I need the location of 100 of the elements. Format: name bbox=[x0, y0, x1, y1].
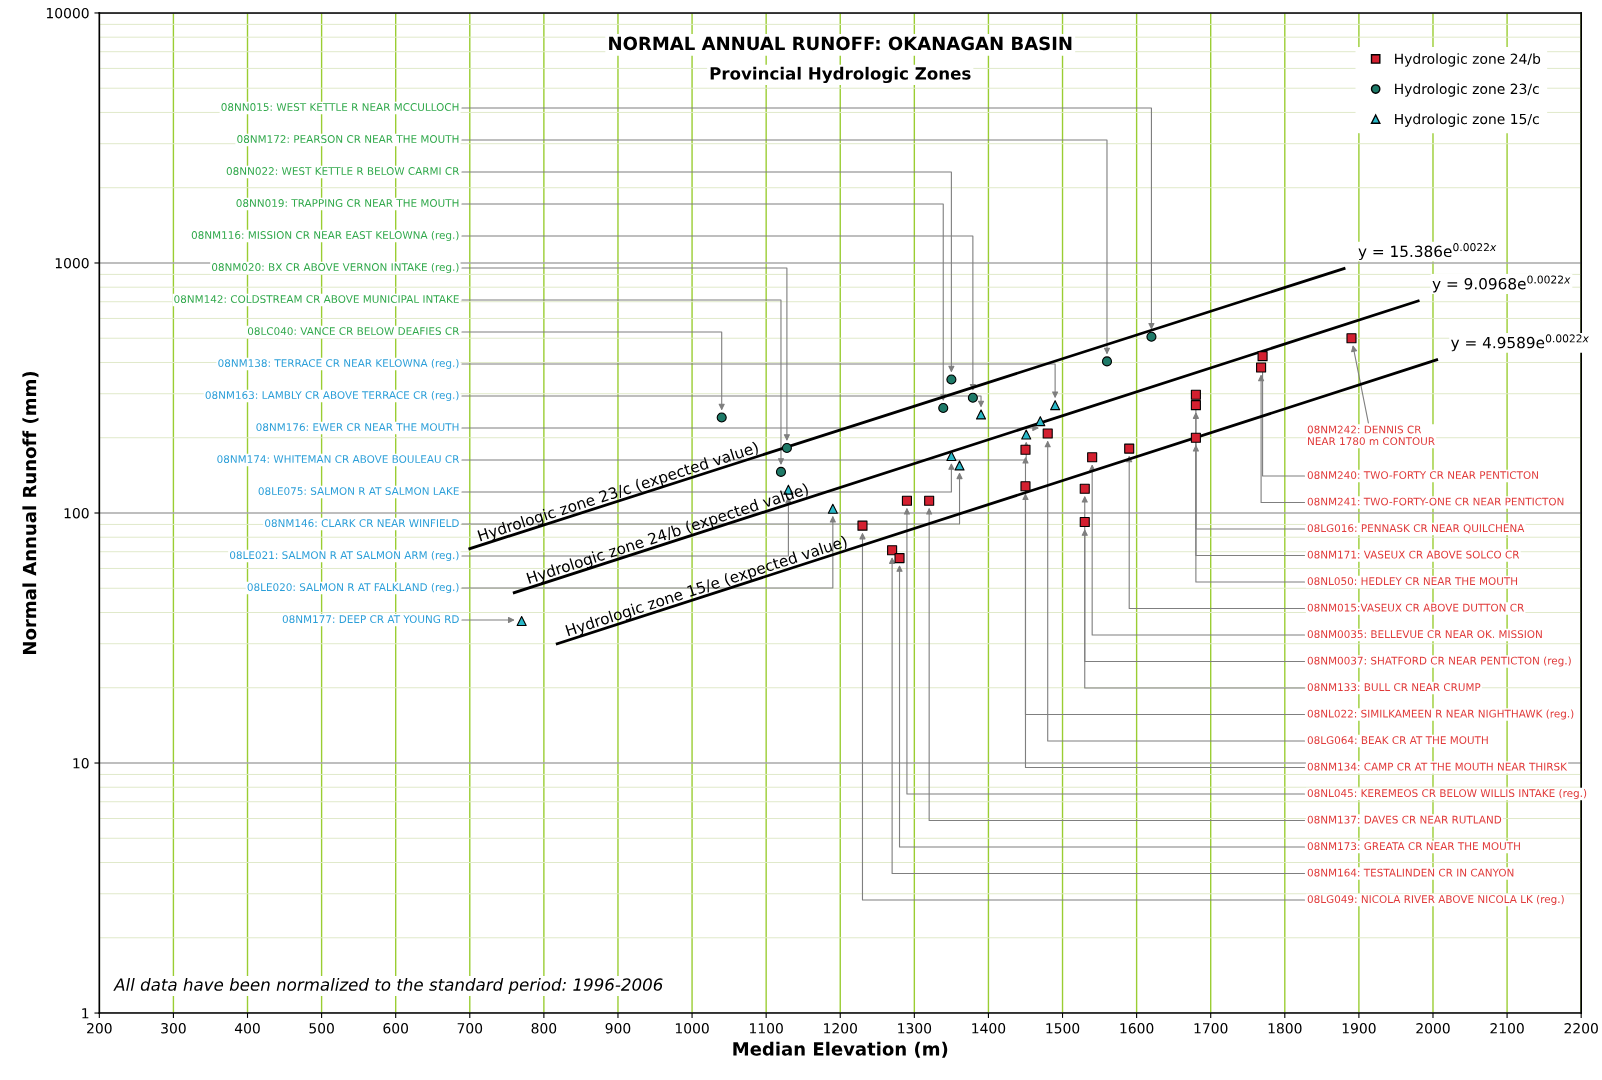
point bbox=[775, 466, 787, 477]
annotation: 08NM020: BX CR ABOVE VERNON INTAKE (reg.) bbox=[212, 262, 459, 274]
annotation: 08NM163: LAMBLY CR ABOVE TERRACE CR (reg.) bbox=[205, 390, 459, 402]
annotation: 08NM137: DAVES CR NEAR RUTLAND bbox=[1307, 815, 1502, 824]
annotation: 08LG049: NICOLA RIVER ABOVE NICOLA LK (reg.) bbox=[1307, 895, 1564, 906]
annotation: 08NN015: WEST KETTLE R NEAR MCCULLOCH bbox=[221, 103, 459, 111]
annotation: 08NM176: EWER CR NEAR THE MOUTH bbox=[256, 423, 459, 432]
annotation: 08NL045: KEREMEOS CR BELOW WILLIS INTAKE (reg.) bbox=[1307, 788, 1587, 800]
x-tick-label: 1100 bbox=[750, 1023, 783, 1034]
text: Provincial Hydrologic Zones bbox=[710, 66, 971, 84]
point bbox=[1146, 331, 1157, 342]
annotation: 08LE075: SALMON R AT SALMON LAKE bbox=[258, 487, 459, 496]
x-tick-label: 2200 bbox=[1564, 1023, 1598, 1034]
x-tick-label: 1200 bbox=[824, 1023, 857, 1034]
annotation: 08NM116: MISSION CR NEAR EAST KELOWNA (reg.) bbox=[191, 230, 459, 242]
legend-label: Hydrologic zone 23/c bbox=[1395, 83, 1539, 97]
point bbox=[1042, 428, 1053, 439]
annotation: 08NN019: TRAPPING CR NEAR THE MOUTH bbox=[236, 199, 459, 207]
y-axis-title: Normal Annual Runoff (mm) bbox=[22, 371, 39, 654]
annotation: 08LE021: SALMON R AT SALMON ARM (reg.) bbox=[229, 550, 459, 562]
x-axis-title: Median Elevation (m) bbox=[733, 1041, 948, 1058]
x-tick-label: 800 bbox=[531, 1023, 557, 1034]
annotation: y = 15.386e$^{0.0022x}$ bbox=[1358, 243, 1497, 261]
annotation: 08NM173: GREATA CR NEAR THE MOUTH bbox=[1307, 842, 1520, 851]
legend-label: Hydrologic zone 15/c bbox=[1395, 113, 1539, 127]
y-tick-label: 10000 bbox=[46, 7, 89, 19]
y-tick-label: 1000 bbox=[55, 257, 89, 269]
annotation: 08NM142: COLDSTREAM CR ABOVE MUNICIPAL INTAKE bbox=[174, 295, 459, 304]
annotation: 08NM133: BULL CR NEAR CRUMP bbox=[1307, 683, 1481, 692]
x-tick-label: 400 bbox=[234, 1023, 260, 1034]
x-tick-label: 1900 bbox=[1342, 1023, 1376, 1034]
annotation: 08NM134: CAMP CR AT THE MOUTH NEAR THIRSK bbox=[1307, 762, 1568, 771]
point bbox=[1050, 400, 1061, 411]
annotation: 08NM0037: SHATFORD CR NEAR PENTICTON (reg.) bbox=[1307, 656, 1571, 667]
annotation: All data have been normalized to the standard period: 1996-2006 bbox=[113, 977, 663, 995]
y-tick-label: 10 bbox=[73, 757, 89, 769]
point bbox=[716, 412, 727, 423]
point bbox=[1101, 356, 1113, 367]
x-tick-label: 1700 bbox=[1194, 1023, 1228, 1034]
annotation: 08NN022: WEST KETTLE R BELOW CARMI CR bbox=[226, 167, 460, 175]
x-tick-label: 2100 bbox=[1490, 1023, 1524, 1034]
point bbox=[781, 442, 792, 454]
point bbox=[967, 392, 978, 403]
x-tick-label: 300 bbox=[161, 1023, 186, 1034]
point bbox=[1190, 389, 1201, 400]
point bbox=[946, 374, 957, 385]
x-tick-label: 200 bbox=[87, 1023, 112, 1034]
x-tick-label: 1800 bbox=[1268, 1023, 1302, 1034]
point bbox=[1035, 416, 1046, 427]
annotation: 08NL022: SIMILKAMEEN R NEAR NIGHTHAWK (reg.) bbox=[1307, 709, 1574, 720]
point bbox=[887, 545, 898, 556]
point bbox=[1346, 333, 1357, 344]
annotation: 08NM171: VASEUX CR ABOVE SOLCO CR bbox=[1307, 550, 1520, 559]
x-tick-label: 1300 bbox=[898, 1023, 932, 1034]
x-tick-label: 1000 bbox=[675, 1023, 709, 1034]
point bbox=[1079, 483, 1090, 494]
point bbox=[1020, 481, 1031, 492]
annotation: 08NM241: TWO-FORTY-ONE CR NEAR PENTICTON bbox=[1307, 497, 1564, 506]
point bbox=[827, 503, 838, 514]
annotation: 08NM240: TWO-FORTY CR NEAR PENTICTON bbox=[1307, 471, 1538, 480]
point bbox=[924, 495, 935, 506]
x-tick-label: 1500 bbox=[1046, 1023, 1080, 1034]
annotation: 08LG016: PENNASK CR NEAR QUILCHENA bbox=[1307, 524, 1525, 534]
annotation: 08NM138: TERRACE CR NEAR KELOWNA (reg.) bbox=[218, 358, 459, 370]
x-tick-label: 700 bbox=[457, 1023, 483, 1034]
point bbox=[901, 495, 912, 506]
text: NORMAL ANNUAL RUNOFF: OKANAGAN BASIN bbox=[609, 36, 1072, 51]
point bbox=[1124, 443, 1135, 454]
annotation: y = 4.9589e$^{0.0022x}$ bbox=[1451, 334, 1589, 352]
x-tick-label: 900 bbox=[605, 1023, 631, 1034]
x-tick-label: 500 bbox=[309, 1023, 334, 1034]
point bbox=[1020, 444, 1031, 455]
point bbox=[938, 402, 949, 414]
annotation: y = 9.0968e$^{0.0022x}$ bbox=[1432, 275, 1571, 293]
annotation: 08NM177: DEEP CR AT YOUNG RD bbox=[282, 615, 459, 624]
point bbox=[857, 520, 868, 531]
annotation: 08NM242: DENNIS CR NEAR 1780 m CONTOUR bbox=[1307, 425, 1435, 446]
point bbox=[1087, 452, 1098, 463]
x-tick-label: 2000 bbox=[1416, 1023, 1450, 1034]
point bbox=[894, 553, 905, 564]
annotation: 08LG064: BEAK CR AT THE MOUTH bbox=[1307, 736, 1488, 745]
annotation: 08NM172: PEARSON CR NEAR THE MOUTH bbox=[237, 135, 459, 143]
x-tick-label: 1600 bbox=[1120, 1023, 1154, 1034]
annotation: 08LE020: SALMON R AT FALKLAND (reg.) bbox=[247, 582, 459, 594]
annotation: 08NL050: HEDLEY CR NEAR THE MOUTH bbox=[1307, 577, 1518, 586]
point bbox=[1079, 516, 1090, 528]
x-tick-label: 1400 bbox=[972, 1023, 1006, 1034]
annotation: 08LC040: VANCE CR BELOW DEAFIES CR bbox=[247, 327, 460, 336]
annotation: 08NM146: CLARK CR NEAR WINFIELD bbox=[265, 519, 459, 528]
annotation: 08NM015:VASEUX CR ABOVE DUTTON CR bbox=[1307, 603, 1524, 612]
point bbox=[516, 615, 527, 627]
legend-label: Hydrologic zone 24/b bbox=[1395, 53, 1541, 67]
x-tick-label: 600 bbox=[383, 1023, 409, 1034]
y-tick-label: 100 bbox=[64, 507, 89, 519]
annotation: 08NM174: WHITEMAN CR ABOVE BOULEAU CR bbox=[217, 455, 460, 464]
point bbox=[1257, 351, 1268, 362]
annotation: 08NM164: TESTALINDEN CR IN CANYON bbox=[1307, 868, 1514, 877]
annotation: 08NM0035: BELLEVUE CR NEAR OK. MISSION bbox=[1307, 630, 1542, 639]
point bbox=[1190, 432, 1201, 443]
point bbox=[1021, 429, 1032, 440]
